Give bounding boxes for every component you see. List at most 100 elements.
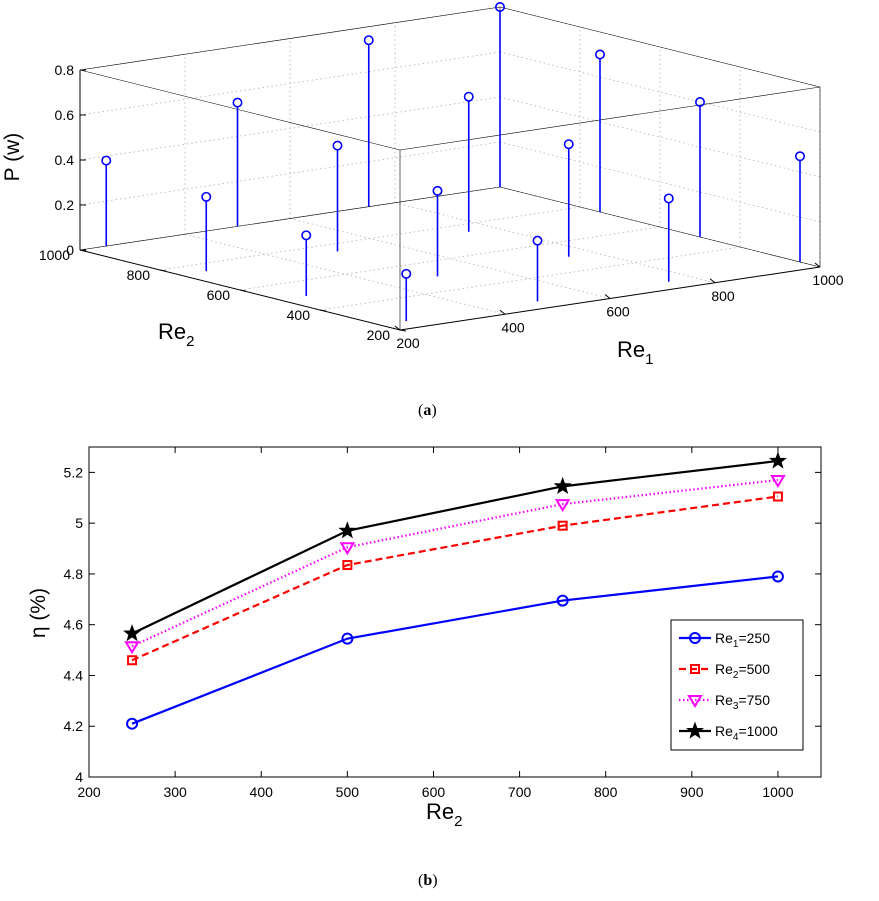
y-tick-label: 200 — [367, 327, 391, 343]
grid-line — [499, 51, 821, 133]
series-line — [131, 575, 779, 725]
y-tick-label: 4 — [75, 769, 83, 785]
grid-line — [184, 233, 506, 315]
y-tick-label: 600 — [207, 287, 231, 303]
line-chart: 200 300 400 500 600 700 800 900 1000 4 4.2 4.4 4.6 4.… — [27, 446, 822, 830]
x-tick-label: 600 — [606, 304, 630, 320]
data-point — [768, 451, 787, 469]
data-point — [553, 476, 572, 495]
grid-line — [239, 226, 661, 291]
grid-line — [289, 218, 611, 299]
axis-ticks: 200 300 400 500 600 700 800 900 1000 4 4.2 4.4 4.6 4.… — [64, 447, 821, 800]
box-edge — [79, 186, 501, 251]
stem-marker — [401, 268, 412, 279]
series — [123, 451, 787, 642]
y-tick-label: 4.2 — [64, 718, 84, 734]
series-line — [131, 495, 779, 662]
x-tick — [814, 262, 821, 268]
stem-marker — [532, 235, 543, 246]
stem3d-chart: 0 0.2 0.4 0.6 0.8 200 400 600 800 1000 200 400 600 80… — [1, 2, 844, 368]
data-point — [554, 499, 571, 513]
y-axis-label: Re2 — [158, 319, 194, 350]
y-tick-label: 4.8 — [64, 566, 84, 582]
box-edge — [79, 6, 501, 71]
stem-marker — [432, 185, 443, 196]
legend-label: Re4=1000 — [715, 723, 778, 743]
legend-label-value: =750 — [738, 692, 770, 708]
y-tick — [159, 269, 167, 272]
stem-marker — [594, 49, 605, 60]
data-point — [123, 624, 142, 642]
x-tick-label: 900 — [680, 784, 704, 800]
legend-label-base: Re — [715, 630, 733, 646]
legend-label-sub: 1 — [733, 639, 739, 650]
x-tick-label: 200 — [396, 335, 420, 351]
box-edge — [399, 86, 821, 151]
series — [126, 570, 784, 730]
data-point — [341, 632, 354, 645]
legend-label: Re1=250 — [715, 630, 770, 650]
stem-marker — [563, 139, 574, 150]
x-tick-label: 800 — [594, 784, 618, 800]
stem-marker — [363, 35, 374, 46]
legend-label-base: Re — [715, 661, 733, 677]
y-tick — [79, 249, 87, 252]
series — [124, 475, 786, 655]
legend-label-sub: 3 — [733, 701, 739, 712]
x-axis-label: Re1 — [617, 337, 653, 368]
grid-line — [394, 202, 716, 284]
legend-label: Re3=750 — [715, 692, 770, 712]
legend-label-base: Re — [715, 723, 733, 739]
z-tick-label: 0.4 — [55, 152, 75, 168]
data-point — [685, 721, 705, 739]
y-tick-label: 800 — [127, 267, 151, 283]
axes-box — [79, 6, 821, 331]
x-tick-label: 200 — [77, 784, 101, 800]
series-line — [131, 478, 779, 648]
z-axis-label: P (w) — [1, 133, 24, 182]
data-point — [124, 641, 140, 655]
y-tick — [239, 289, 247, 292]
stem-marker — [301, 230, 312, 241]
z-tick-label: 0 — [66, 242, 74, 258]
caption-b: (b) — [418, 872, 438, 889]
stem-marker — [101, 155, 112, 166]
legend-label-value: =500 — [738, 661, 770, 677]
x-axis-label: Re2 — [426, 799, 462, 830]
y-tick-label: 400 — [287, 307, 311, 323]
legend-label: Re2=500 — [715, 661, 770, 681]
data-point — [339, 542, 356, 556]
stem-marker — [663, 193, 674, 204]
legend-label-base: Re — [715, 692, 733, 708]
series — [127, 491, 783, 666]
stem-marker — [201, 191, 212, 202]
x-tick-label: 400 — [250, 784, 274, 800]
x-tick-label: 1000 — [762, 784, 793, 800]
grid-line — [79, 141, 501, 206]
data-point — [342, 560, 353, 571]
grid-lines — [79, 6, 821, 331]
x-tick-label: 300 — [163, 784, 187, 800]
y-tick-label: 4.6 — [64, 617, 84, 633]
x-tick — [604, 294, 611, 299]
y-tick-label: 4.4 — [64, 667, 84, 683]
box-edge — [499, 186, 821, 268]
data-point — [772, 491, 783, 502]
y-tick-label: 5 — [75, 515, 83, 531]
stem-marker — [694, 97, 705, 108]
data-point — [126, 717, 139, 730]
stem-marker — [494, 2, 505, 12]
y-tick — [319, 309, 327, 312]
series-lines — [123, 451, 787, 730]
stem-marker — [332, 140, 343, 151]
legend-label-value: =250 — [738, 630, 770, 646]
legend-label-value: =1000 — [738, 723, 778, 739]
data-point — [557, 520, 568, 531]
grid-line — [499, 141, 821, 223]
y-axis-label: η (%) — [27, 588, 50, 638]
y-tick — [399, 329, 407, 332]
data-point — [127, 655, 138, 666]
x-tick — [394, 325, 401, 331]
x-tick-label: 700 — [508, 784, 532, 800]
